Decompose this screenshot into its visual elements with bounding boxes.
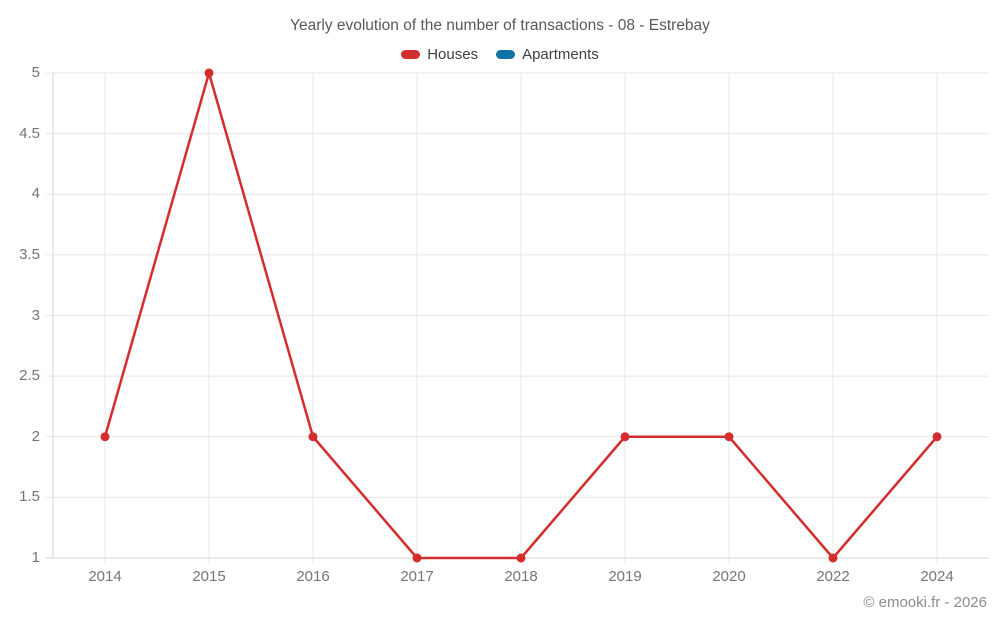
y-tick-label: 3 bbox=[31, 306, 40, 324]
legend-item-apartments[interactable]: Apartments bbox=[496, 46, 599, 63]
x-tick-label-2014: 2014 bbox=[88, 568, 122, 585]
y-tick-label: 2 bbox=[31, 427, 40, 445]
houses-point-2015 bbox=[204, 68, 214, 78]
houses-point-2022 bbox=[828, 553, 838, 563]
apartments-legend-label: Apartments bbox=[522, 46, 599, 63]
chart-footer: © emooki.fr - 2026 bbox=[863, 594, 987, 611]
houses-point-2020 bbox=[724, 432, 734, 442]
x-tick-label-2020: 2020 bbox=[712, 568, 746, 585]
x-tick-label-2022: 2022 bbox=[816, 568, 850, 585]
y-tick-label: 4.5 bbox=[19, 124, 40, 142]
x-tick-label-2019: 2019 bbox=[608, 568, 642, 585]
y-tick-label: 1 bbox=[31, 549, 40, 566]
x-tick-label-2016: 2016 bbox=[296, 568, 330, 585]
x-tick-label-2017: 2017 bbox=[400, 568, 434, 585]
houses-point-2019 bbox=[620, 432, 630, 442]
legend-item-houses[interactable]: Houses bbox=[401, 46, 478, 63]
y-tick-label: 1.5 bbox=[19, 488, 40, 506]
houses-point-2017 bbox=[412, 553, 422, 563]
houses-point-2018 bbox=[516, 553, 526, 563]
y-tick-label: 3.5 bbox=[19, 245, 40, 263]
x-tick-label-2018: 2018 bbox=[504, 568, 538, 585]
x-tick-label-2024: 2024 bbox=[920, 568, 954, 585]
apartments-legend-swatch bbox=[496, 50, 516, 59]
chart-title: Yearly evolution of the number of transa… bbox=[290, 17, 710, 34]
y-tick-label: 5 bbox=[31, 64, 40, 81]
chart-legend: Houses Apartments bbox=[0, 46, 1000, 63]
houses-legend-swatch bbox=[401, 50, 421, 59]
x-tick-label-2015: 2015 bbox=[192, 568, 226, 585]
y-tick-label: 2.5 bbox=[19, 367, 40, 385]
houses-point-2016 bbox=[308, 432, 318, 442]
houses-legend-label: Houses bbox=[427, 46, 479, 63]
houses-point-2014 bbox=[100, 432, 110, 442]
houses-point-2024 bbox=[932, 432, 942, 442]
y-tick-label: 4 bbox=[31, 185, 40, 203]
